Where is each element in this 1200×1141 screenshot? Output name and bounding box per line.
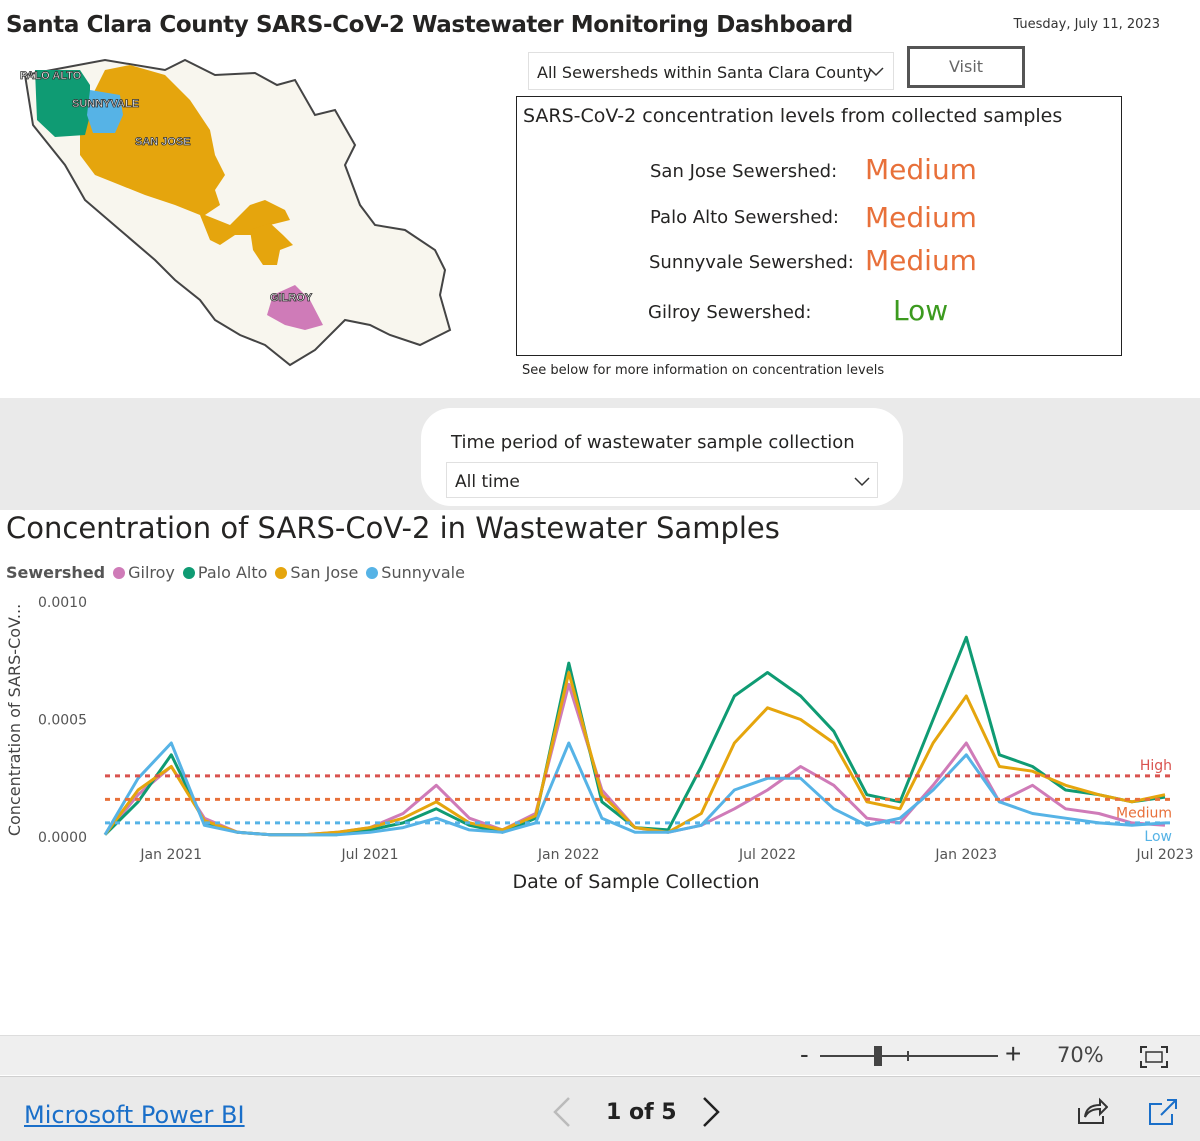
footer-bar: Microsoft Power BI 1 of 5 — [0, 1076, 1200, 1141]
legend-dot — [366, 566, 379, 579]
legend-label: Sunnyvale — [381, 563, 465, 582]
level-value-palo-alto: Medium — [865, 201, 977, 234]
san-jose-region — [80, 65, 290, 245]
legend-label: Palo Alto — [197, 563, 268, 582]
chevron-down-icon — [854, 477, 870, 487]
next-page-icon[interactable] — [700, 1095, 722, 1129]
x-tick-label: Jul 2023 — [1136, 847, 1194, 863]
legend-item-gilroy[interactable]: Gilroy — [113, 563, 175, 582]
zoom-bar: - + 70% — [0, 1035, 1200, 1075]
level-name-palo-alto: Palo Alto Sewershed: — [650, 207, 839, 228]
reference-label-medium: Medium — [1116, 805, 1172, 821]
line-chart[interactable]: 0.0000 0.0005 0.0010 Jan 2021 Jul 2021 Jan 20… — [0, 590, 1200, 900]
gilroy-region — [267, 285, 323, 330]
x-tick-label: Jan 2023 — [934, 847, 997, 863]
morgan-hill-region — [250, 223, 293, 265]
series-line-sunnyvale — [103, 741, 1166, 837]
legend-item-palo-alto[interactable]: Palo Alto — [182, 563, 268, 582]
series-line-gilroy — [103, 682, 1166, 837]
levels-note: See below for more information on concen… — [522, 363, 885, 378]
level-value-sunnyvale: Medium — [865, 244, 977, 277]
legend-dot — [182, 566, 195, 579]
x-axis-label: Date of Sample Collection — [512, 871, 759, 893]
zoom-in-button[interactable]: + — [1005, 1038, 1022, 1069]
zoom-out-button[interactable]: - — [800, 1039, 809, 1069]
map-label-palo-alto: PALO ALTO — [20, 70, 82, 82]
legend-item-san-jose[interactable]: San Jose — [275, 563, 358, 582]
map-label-san-jose: SAN JOSE — [135, 136, 191, 148]
palo-alto-region — [35, 70, 90, 137]
legend-title: Sewershed — [6, 563, 106, 582]
level-name-san-jose: San Jose Sewershed: — [650, 161, 838, 182]
sewershed-dropdown[interactable]: All Sewersheds within Santa Clara County — [528, 52, 894, 90]
legend-dot — [275, 566, 288, 579]
x-tick-label: Jan 2021 — [139, 847, 202, 863]
time-period-label: Time period of wastewater sample collect… — [451, 432, 855, 453]
x-tick-label: Jul 2021 — [341, 847, 399, 863]
chart-title: Concentration of SARS-CoV-2 in Wastewate… — [6, 511, 780, 545]
sewershed-map[interactable]: PALO ALTO SUNNYVALE SAN JOSE GILROY — [15, 55, 455, 375]
map-label-gilroy: GILROY — [270, 292, 313, 304]
legend-dot — [113, 566, 126, 579]
page-title: Santa Clara County SARS-CoV-2 Wastewater… — [6, 12, 853, 38]
map-label-sunnyvale: SUNNYVALE — [72, 98, 139, 110]
y-tick-label: 0.0005 — [38, 713, 87, 729]
legend-label: San Jose — [290, 563, 359, 582]
report-date: Tuesday, July 11, 2023 — [1013, 17, 1160, 32]
series-line-san-jose — [103, 671, 1166, 837]
reference-label-high: High — [1140, 758, 1172, 774]
y-tick-label: 0.0010 — [38, 595, 87, 611]
page-indicator: 1 of 5 — [606, 1100, 677, 1125]
x-tick-label: Jul 2022 — [738, 847, 796, 863]
sewershed-dropdown-value: All Sewersheds within Santa Clara County — [537, 63, 873, 82]
time-period-value: All time — [455, 472, 520, 492]
level-name-sunnyvale: Sunnyvale Sewershed: — [649, 252, 854, 273]
sunnyvale-region — [87, 90, 123, 133]
level-value-san-jose: Medium — [865, 153, 977, 186]
time-period-card: Time period of wastewater sample collect… — [421, 408, 903, 506]
x-tick-label: Jan 2022 — [537, 847, 600, 863]
y-tick-label: 0.0000 — [38, 830, 87, 846]
share-icon[interactable] — [1076, 1096, 1108, 1126]
zoom-slider-thumb[interactable] — [874, 1046, 882, 1066]
zoom-level: 70% — [1057, 1043, 1104, 1067]
concentration-levels-panel: SARS-CoV-2 concentration levels from col… — [516, 96, 1122, 356]
level-name-gilroy: Gilroy Sewershed: — [648, 302, 812, 323]
zoom-slider-track[interactable] — [820, 1055, 998, 1057]
open-in-new-window-icon[interactable] — [1148, 1098, 1178, 1126]
legend-label: Gilroy — [128, 563, 175, 582]
chart-legend: Sewershed Gilroy Palo Alto San Jose Sunn… — [6, 563, 473, 582]
level-value-gilroy: Low — [893, 294, 949, 327]
y-axis-label: Concentration of SARS-CoV... — [5, 604, 24, 836]
reference-label-low: Low — [1144, 829, 1172, 845]
legend-item-sunnyvale[interactable]: Sunnyvale — [366, 563, 465, 582]
visit-button[interactable]: Visit — [907, 46, 1025, 88]
time-period-dropdown[interactable]: All time — [446, 462, 878, 498]
power-bi-link[interactable]: Microsoft Power BI — [24, 1101, 245, 1129]
previous-page-icon[interactable] — [551, 1095, 573, 1129]
zoom-slider-tick — [907, 1051, 909, 1061]
fit-to-page-icon[interactable] — [1140, 1046, 1168, 1068]
levels-heading: SARS-CoV-2 concentration levels from col… — [523, 105, 1063, 127]
chevron-down-icon — [868, 67, 884, 77]
